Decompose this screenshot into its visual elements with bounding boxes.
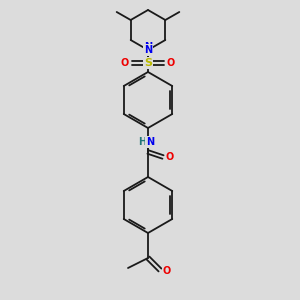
Text: O: O (121, 58, 129, 68)
Text: N: N (144, 42, 152, 52)
Text: S: S (144, 58, 152, 68)
Text: N: N (146, 137, 154, 147)
Text: O: O (166, 152, 174, 162)
Text: O: O (163, 266, 171, 276)
Text: H: H (138, 137, 146, 147)
Text: O: O (167, 58, 175, 68)
Text: N: N (144, 45, 152, 55)
